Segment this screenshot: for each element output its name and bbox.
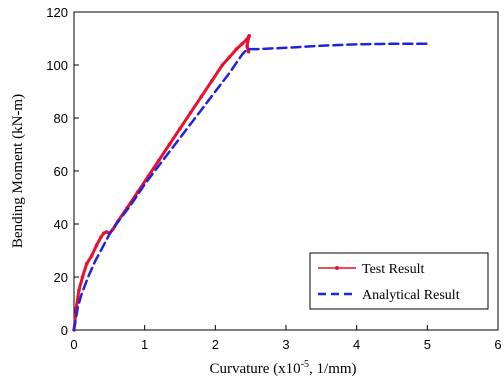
test-result-point bbox=[178, 126, 182, 131]
test-result-point bbox=[77, 288, 81, 293]
test-result-point bbox=[167, 142, 172, 147]
test-result-point bbox=[210, 79, 214, 83]
y-tick-label: 20 bbox=[54, 270, 68, 285]
test-result-point bbox=[220, 63, 225, 67]
x-axis-label-main: Curvature (x10 bbox=[209, 361, 300, 377]
series-group bbox=[72, 34, 429, 332]
test-result-point bbox=[104, 230, 109, 234]
test-result-point bbox=[245, 44, 249, 49]
x-axis-label: Curvature (x10-5, 1/mm) bbox=[209, 359, 356, 377]
test-result-point bbox=[99, 235, 103, 240]
test-result-point bbox=[101, 231, 106, 236]
legend-label-analytical: Analytical Result bbox=[362, 288, 460, 303]
y-tick-label: 60 bbox=[54, 164, 68, 179]
test-result-point bbox=[246, 49, 251, 54]
test-result-point bbox=[157, 158, 161, 163]
x-tick-label: 0 bbox=[70, 337, 77, 352]
legend-marker-test bbox=[335, 266, 339, 270]
test-result-point bbox=[199, 95, 203, 99]
y-axis-label: Bending Moment (kN-m) bbox=[10, 94, 26, 248]
test-result-point bbox=[227, 55, 232, 59]
y-tick-label: 100 bbox=[46, 58, 68, 73]
test-result-point bbox=[94, 243, 99, 247]
test-result-point bbox=[188, 110, 193, 115]
x-tick-label: 5 bbox=[424, 337, 431, 352]
x-axis-label-tail: , 1/mm) bbox=[309, 361, 357, 377]
x-tick-label: 1 bbox=[141, 337, 148, 352]
legend-box bbox=[309, 252, 489, 310]
test-result-point bbox=[246, 39, 250, 43]
series-line-analytical-result bbox=[72, 42, 429, 332]
y-tick-label: 0 bbox=[61, 323, 68, 338]
test-result-point bbox=[240, 42, 244, 46]
x-tick-label: 4 bbox=[353, 337, 360, 352]
x-tick-label: 2 bbox=[212, 337, 219, 352]
y-tick-label: 80 bbox=[54, 111, 68, 126]
legend-label-test: Test Result bbox=[362, 262, 425, 277]
test-result-point bbox=[234, 47, 239, 51]
test-result-point bbox=[247, 34, 252, 38]
test-result-point bbox=[89, 254, 94, 258]
test-result-point bbox=[84, 261, 89, 266]
legend: Test Result Analytical Result bbox=[309, 252, 489, 310]
x-tick-label: 6 bbox=[494, 337, 501, 352]
y-tick-label: 40 bbox=[54, 217, 68, 232]
test-result-point bbox=[80, 275, 85, 279]
y-tick-label: 120 bbox=[46, 5, 68, 20]
x-axis-label-superscript: -5 bbox=[301, 359, 309, 370]
x-tick-label: 3 bbox=[282, 337, 289, 352]
